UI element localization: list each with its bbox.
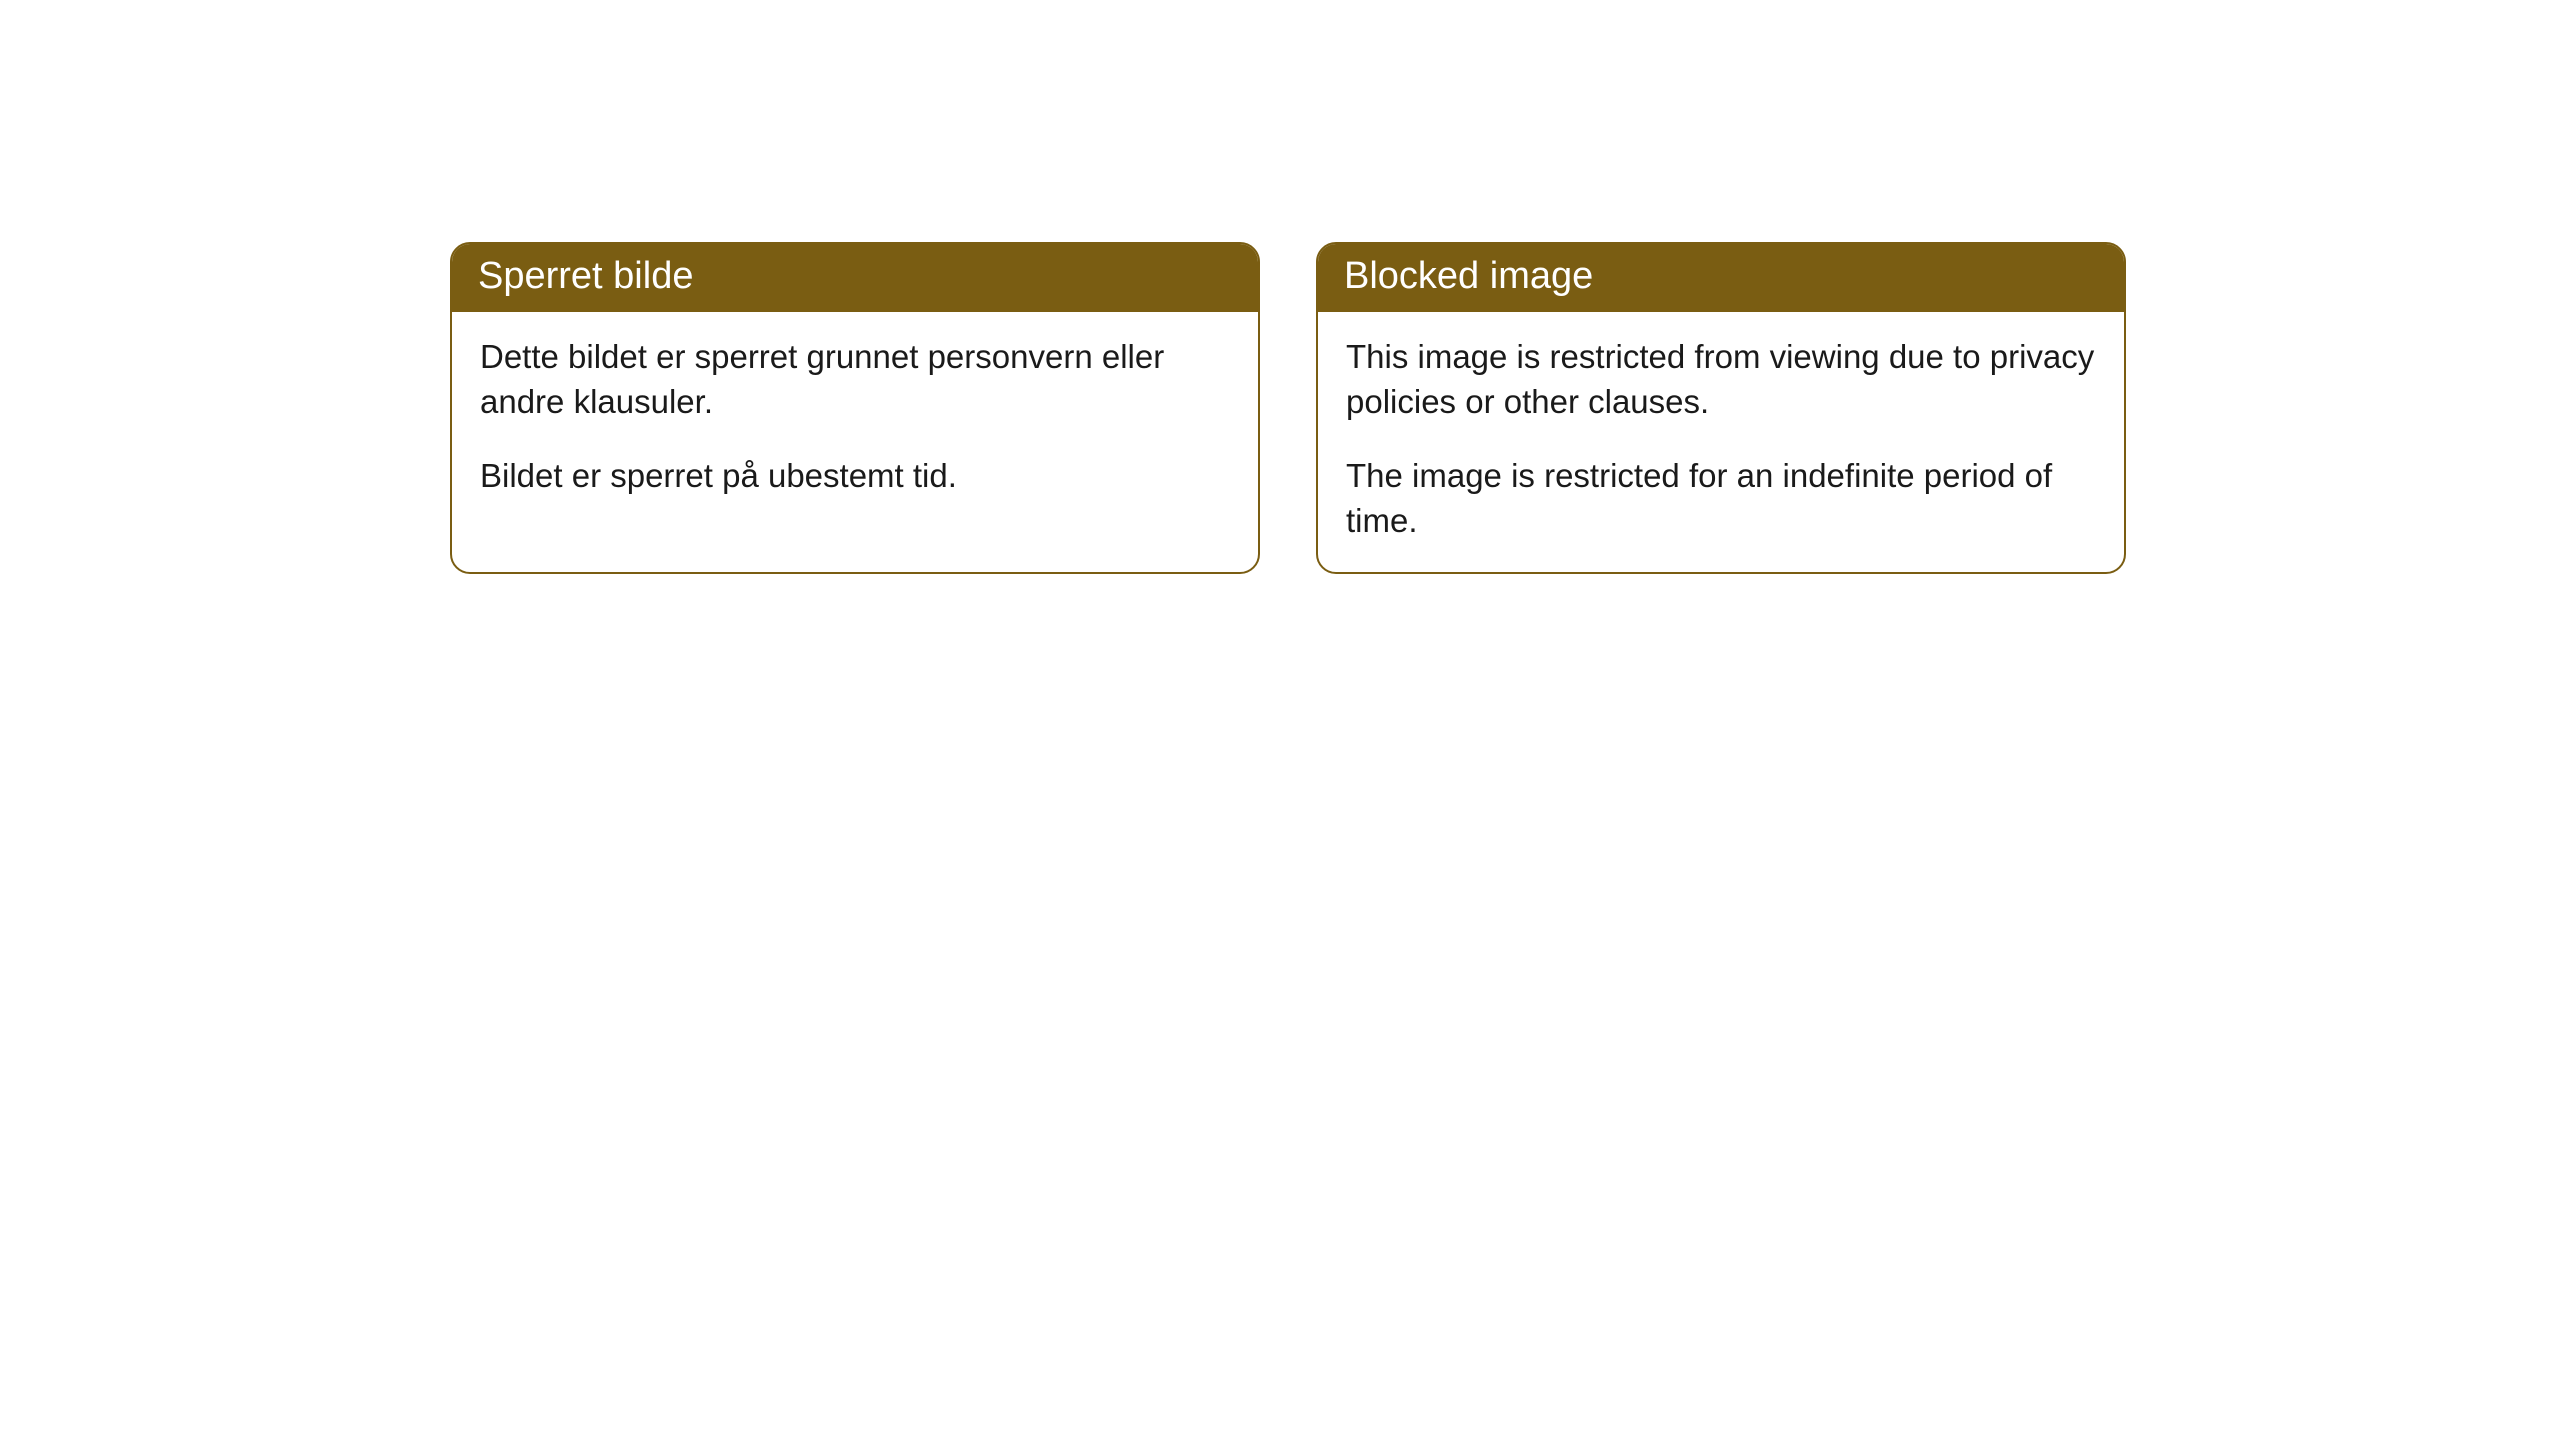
notice-card-english: Blocked image This image is restricted f… xyxy=(1316,242,2126,574)
notice-paragraph: The image is restricted for an indefinit… xyxy=(1346,453,2096,544)
notice-paragraph: This image is restricted from viewing du… xyxy=(1346,334,2096,425)
notice-paragraph: Bildet er sperret på ubestemt tid. xyxy=(480,453,1230,499)
notice-card-title: Blocked image xyxy=(1318,244,2124,312)
notice-container: Sperret bilde Dette bildet er sperret gr… xyxy=(0,0,2560,574)
notice-card-norwegian: Sperret bilde Dette bildet er sperret gr… xyxy=(450,242,1260,574)
notice-card-body: This image is restricted from viewing du… xyxy=(1318,312,2124,572)
notice-paragraph: Dette bildet er sperret grunnet personve… xyxy=(480,334,1230,425)
notice-card-body: Dette bildet er sperret grunnet personve… xyxy=(452,312,1258,527)
notice-card-title: Sperret bilde xyxy=(452,244,1258,312)
